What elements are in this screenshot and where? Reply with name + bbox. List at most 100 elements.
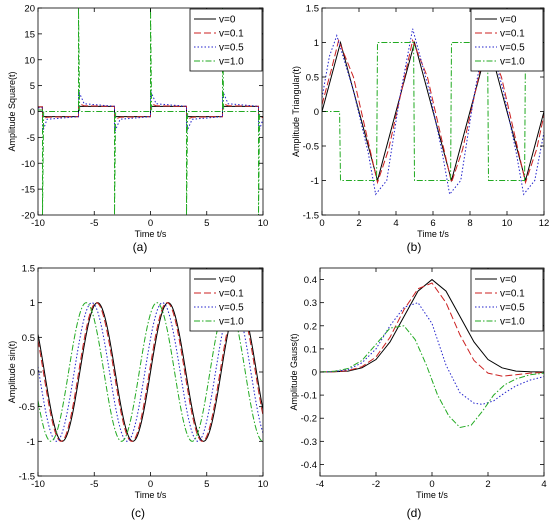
y-tick-label: 0 bbox=[30, 368, 35, 379]
series-group bbox=[38, 8, 263, 215]
legend-label-0: v=0 bbox=[219, 15, 236, 26]
y-tick-label: -1.5 bbox=[19, 472, 35, 483]
y-tick-label: 0.1 bbox=[304, 344, 317, 355]
y-tick-label: 0.5 bbox=[22, 333, 35, 344]
x-tick-label: -2 bbox=[372, 479, 380, 490]
y-tick-label: 1.5 bbox=[306, 4, 319, 15]
x-axis-label: Time t/s bbox=[417, 229, 449, 239]
x-tick-label: 8 bbox=[467, 218, 472, 229]
x-tick-label: 6 bbox=[430, 218, 435, 229]
series-line-1 bbox=[38, 302, 263, 442]
series-line-1 bbox=[320, 282, 544, 377]
panel-caption: (d) bbox=[407, 506, 422, 520]
y-tick-label: 1 bbox=[314, 38, 319, 49]
y-tick-label: 15 bbox=[24, 29, 35, 40]
y-tick-label: 5 bbox=[30, 81, 35, 92]
legend-label-2: v=0.5 bbox=[500, 43, 525, 54]
y-axis-label: Amplitude sin(t) bbox=[7, 341, 17, 404]
series-line-2 bbox=[38, 302, 263, 442]
x-tick-label: 10 bbox=[258, 479, 269, 490]
x-tick-label: -4 bbox=[316, 479, 324, 490]
x-tick-label: -5 bbox=[90, 479, 98, 490]
y-axis-label: Amplitude Gauss(t) bbox=[289, 333, 299, 410]
x-tick-label: 5 bbox=[204, 479, 209, 490]
x-tick-label: -10 bbox=[31, 479, 45, 490]
x-tick-label: 10 bbox=[258, 218, 269, 229]
legend: v=0 v=0.1 v=0.5 v=1.0 bbox=[189, 268, 263, 332]
x-tick-label: 4 bbox=[541, 479, 546, 490]
panel-2: -10 -5 0 5 10 1.5 1 0.5 0 -0.5 -1 -1.5 Time t/s Ampli… bbox=[7, 264, 268, 520]
x-tick-label: 10 bbox=[502, 218, 513, 229]
y-tick-label: 1.5 bbox=[22, 264, 35, 275]
legend-label-3: v=1.0 bbox=[500, 57, 525, 68]
y-tick-label: -0.5 bbox=[303, 142, 319, 153]
y-tick-label: 0.4 bbox=[304, 275, 317, 286]
x-tick-label: -10 bbox=[31, 218, 45, 229]
y-tick-label: -0.2 bbox=[301, 414, 317, 425]
y-tick-label: -0.4 bbox=[301, 460, 317, 471]
x-tick-label: 5 bbox=[204, 218, 209, 229]
x-tick-label: 2 bbox=[356, 218, 361, 229]
legend-label-0: v=0 bbox=[500, 15, 517, 26]
y-tick-label: -15 bbox=[21, 185, 35, 196]
y-tick-label: -1 bbox=[311, 176, 319, 187]
y-tick-label: 0 bbox=[312, 368, 317, 379]
y-tick-label: 20 bbox=[24, 4, 35, 15]
legend-label-3: v=1.0 bbox=[219, 57, 244, 68]
x-tick-label: 12 bbox=[539, 218, 550, 229]
legend: v=0 v=0.1 v=0.5 v=1.0 bbox=[189, 8, 263, 72]
x-axis-label: Time t/s bbox=[135, 229, 167, 239]
panel-caption: (a) bbox=[133, 240, 148, 254]
series-line-3 bbox=[38, 8, 263, 215]
legend-label-3: v=1.0 bbox=[500, 317, 525, 328]
x-tick-label: 0 bbox=[319, 218, 324, 229]
x-tick-label: 0 bbox=[429, 479, 434, 490]
series-line-3 bbox=[320, 325, 544, 429]
x-axis-label: Time t/s bbox=[135, 490, 167, 500]
x-tick-label: 0 bbox=[148, 479, 153, 490]
x-tick-label: -5 bbox=[90, 218, 98, 229]
legend-label-1: v=0.1 bbox=[500, 289, 525, 300]
legend: v=0 v=0.1 v=0.5 v=1.0 bbox=[470, 8, 544, 72]
series-line-0 bbox=[38, 302, 263, 442]
y-axis-label: Amplitude Triangular(t) bbox=[291, 66, 301, 157]
legend-label-3: v=1.0 bbox=[219, 317, 244, 328]
panel-caption: (c) bbox=[131, 506, 145, 520]
series-line-0 bbox=[320, 278, 544, 373]
x-axis-label: Time t/s bbox=[416, 490, 448, 500]
y-axis-label: Amplitude Square(t) bbox=[7, 71, 17, 151]
y-tick-label: 0 bbox=[314, 107, 319, 118]
legend-label-1: v=0.1 bbox=[500, 29, 525, 40]
legend-label-2: v=0.5 bbox=[219, 303, 244, 314]
y-tick-label: 0.2 bbox=[304, 321, 317, 332]
legend-label-2: v=0.5 bbox=[219, 43, 244, 54]
y-tick-label: 0.3 bbox=[304, 298, 317, 309]
legend: v=0 v=0.1 v=0.5 v=1.0 bbox=[470, 268, 544, 332]
y-tick-label: -10 bbox=[21, 159, 35, 170]
y-tick-label: 1 bbox=[30, 298, 35, 309]
y-tick-label: -0.1 bbox=[301, 391, 317, 402]
panel-3: -4 -2 0 2 4 0.4 0.3 0.2 0.1 0 -0.1 -0.2 -0.3 -0.4 Time… bbox=[289, 267, 547, 520]
series-line-2 bbox=[322, 28, 544, 196]
x-tick-label: 0 bbox=[148, 218, 153, 229]
legend-label-1: v=0.1 bbox=[219, 29, 244, 40]
legend-label-0: v=0 bbox=[500, 275, 517, 286]
legend-label-2: v=0.5 bbox=[500, 303, 525, 314]
panel-1: 0 2 4 6 8 10 12 1.5 1 0.5 0 -0.5 -1 -1.5 Time t/s Ampli… bbox=[291, 4, 549, 255]
x-tick-label: 4 bbox=[393, 218, 398, 229]
y-tick-label: 10 bbox=[24, 55, 35, 66]
x-tick-label: 2 bbox=[485, 479, 490, 490]
series-group bbox=[322, 28, 544, 196]
y-tick-label: -5 bbox=[27, 133, 35, 144]
y-tick-label: -0.3 bbox=[301, 437, 317, 448]
legend-label-1: v=0.1 bbox=[219, 289, 244, 300]
series-line-1 bbox=[322, 38, 544, 185]
series-line-2 bbox=[320, 302, 544, 405]
y-tick-label: -1 bbox=[27, 437, 35, 448]
y-tick-label: 0 bbox=[30, 107, 35, 118]
y-tick-label: -1.5 bbox=[303, 211, 319, 222]
panel-0: -10 -5 0 5 10 20 15 10 5 0 -5 -10 -15 -20 Time t/s Ampl… bbox=[7, 4, 268, 255]
panel-caption: (b) bbox=[407, 240, 422, 254]
y-tick-label: 0.5 bbox=[306, 73, 319, 84]
